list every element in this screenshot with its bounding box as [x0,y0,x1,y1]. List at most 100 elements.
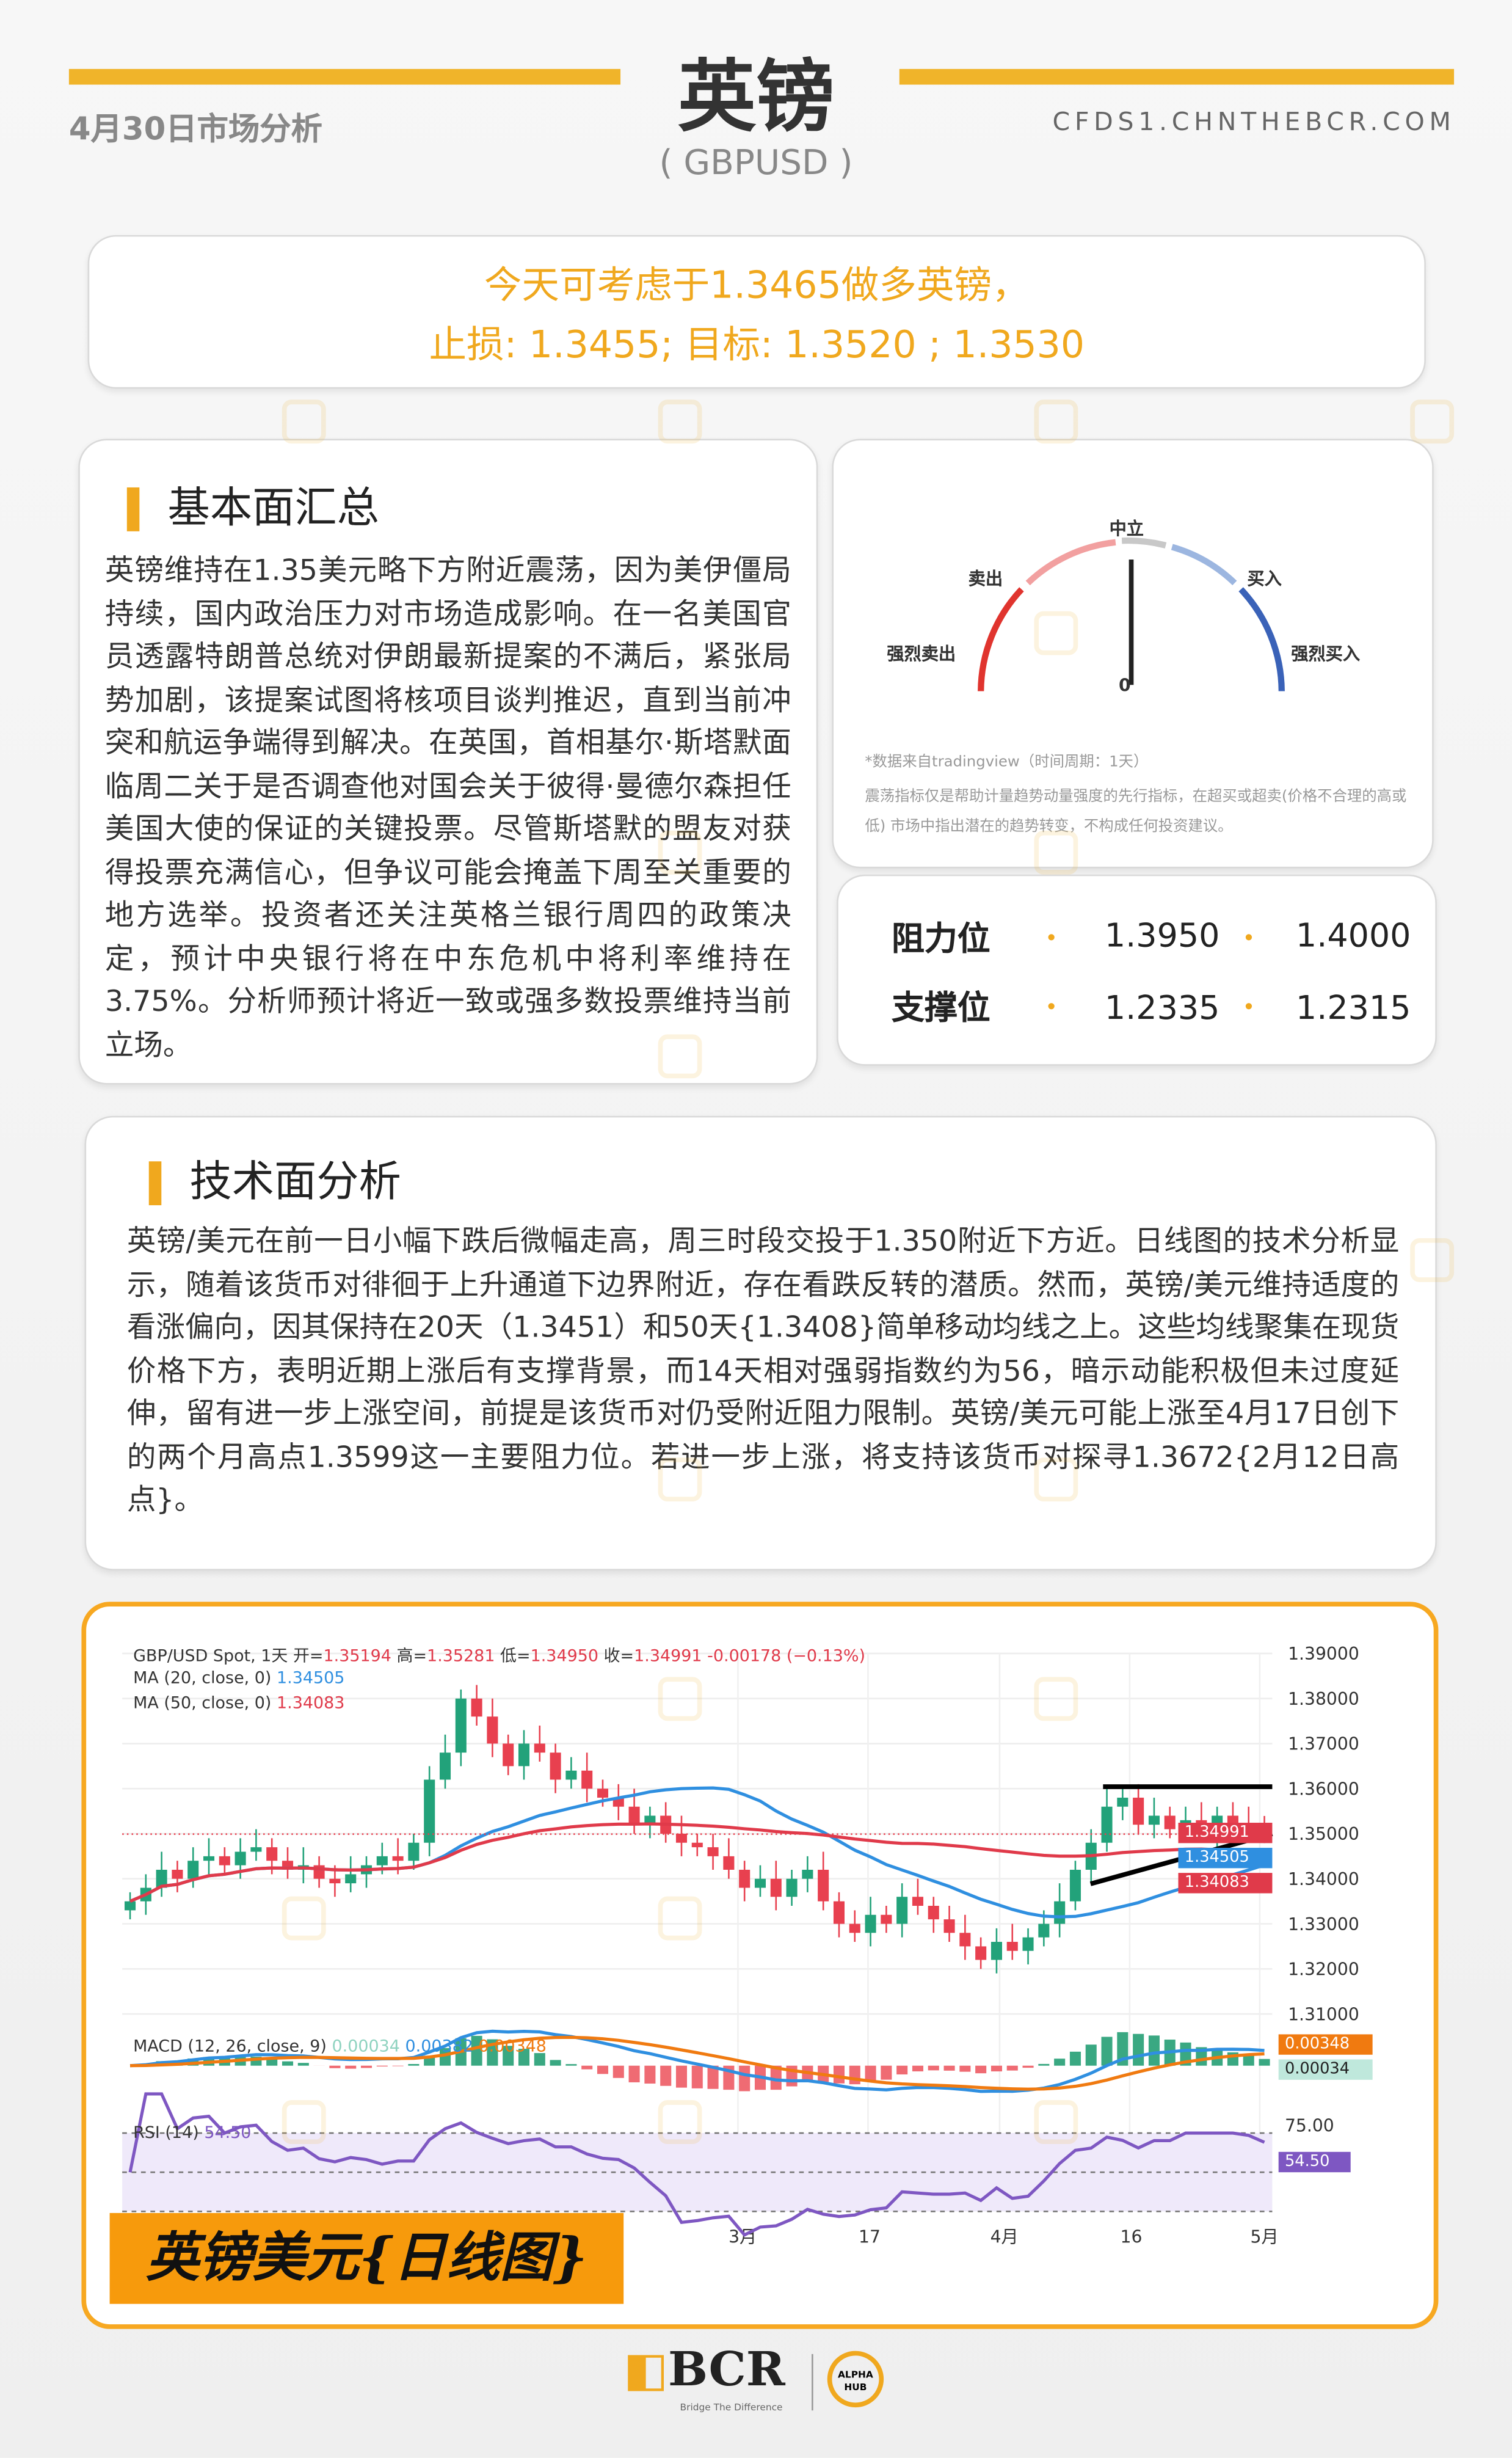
y-tick-label: 1.31000 [1288,2004,1359,2024]
rsi-line [128,2092,1265,2237]
macd-histogram-bar [896,2065,908,2075]
open-value: 1.35194 [323,1647,391,1666]
ma50-legend: MA (50, close, 0) 1.34083 [133,1694,344,1713]
candle-body [1069,1869,1081,1902]
open-label: 开= [293,1647,324,1666]
x-tick-label: 17 [859,2227,881,2247]
technical-card: 技术面分析 英镑/美元在前一日小幅下跌后微幅走高，周三时段交投于1.350附近下… [84,1115,1437,1570]
candle-body [250,1847,262,1852]
candle-body [439,1752,451,1780]
recommendation-line-1: 今天可考虑于1.3465做多英镑， [484,263,1030,307]
macd-histogram-bar [959,2065,971,2072]
candle-body [203,1856,215,1861]
levels-card: 阻力位 1.3950 1.4000 支撑位 1.2335 1.2315 [837,874,1437,1066]
macd-signal-value: 0.00348 [478,2037,547,2057]
candle-body [471,1698,482,1717]
candle-body [896,1897,908,1924]
macd-hist-value: 0.00034 [332,2037,400,2057]
macd-histogram-bar [943,2065,955,2071]
header-bar-right [899,68,1455,85]
fundamentals-title: 基本面汇总 [126,487,379,531]
bcr-logo-icon: ◧ [623,2343,668,2398]
macd-histogram-bar [691,2065,703,2088]
price-chart[interactable]: 1.39000 1.38000 1.37000 1.36000 1.35000 1.340… [88,1608,1426,2317]
watermark-emblem [282,399,326,444]
macd-histogram-bar [360,2065,373,2068]
macd-signal-tag: 0.00348 [1278,2034,1373,2055]
macd-histogram-bar [990,2065,1002,2072]
chart-legend-ohlc: GBP/USD Spot, 1天 开=1.35194 高=1.35281 低=1… [133,1644,865,1668]
candle-body [818,1869,829,1902]
candle-body [376,1856,388,1865]
report-date: 4月30日市场分析 [68,109,322,148]
last-price-tag: 1.34991 [1178,1823,1273,1844]
brand-name: BCR [667,2343,785,2398]
rsi-value: 54.50 [204,2123,252,2143]
support-2: 1.2315 [1295,989,1411,1027]
y-tick-label: 1.32000 [1288,1960,1359,1980]
ma50-value: 1.34083 [277,1694,345,1713]
candle-body [503,1743,514,1767]
ma20-value: 1.34505 [277,1669,345,1688]
candle-body [707,1847,719,1856]
macd-histogram-bar [1054,2059,1066,2066]
site-url[interactable]: CFDS1.CHNTHEBCR.COM [1052,106,1456,137]
gauge-label-strong-sell: 强烈卖出 [887,644,956,665]
candle-body [1101,1806,1113,1843]
chart-banner: 英镑美元{日线图} [109,2212,624,2304]
recommendation-card: 今天可考虑于1.3465做多英镑， 止损: 1.3455; 目标: 1.3520… [87,235,1426,389]
x-tick-label: 16 [1121,2227,1143,2247]
page-title: 英镑 [677,51,835,143]
gauge-source: *数据来自tradingview（时间周期：1天） [865,754,1149,771]
macd-histogram-bar [1148,2035,1160,2066]
ma50-line [129,1822,1265,1903]
macd-histogram-bar [675,2065,688,2088]
ma20-legend: MA (20, close, 0) 1.34505 [133,1669,344,1688]
macd-histogram-bar [581,2065,593,2070]
candle-body [597,1789,609,1798]
change-value: -0.00178 (−0.13%) [707,1647,866,1666]
macd-histogram-bar [865,2065,876,2082]
candle-body [1117,1797,1129,1807]
gauge-disclaimer: 震荡指标仅是帮助计量趋势动量强度的先行指标，在超买或超卖(价格不合理的高或低) … [865,788,1407,836]
candle-body [581,1770,593,1789]
macd-histogram-bar [739,2065,751,2091]
candle-body [1164,1815,1176,1829]
candle-body [424,1779,435,1843]
watermark-emblem [1410,399,1455,444]
candle-body [990,1942,1002,1960]
y-tick-label: 1.34000 [1288,1869,1359,1889]
technical-text: 英镑/美元在前一日小幅下跌后微幅走高，周三时段交投于1.350附近下方近。日线图… [126,1225,1400,1517]
candle-body [770,1878,782,1897]
macd-histogram-bar [849,2065,860,2085]
y-tick-label: 1.39000 [1288,1644,1359,1664]
macd-histogram-bar [1180,2042,1191,2066]
candle-body [266,1847,278,1861]
macd-histogram-bar [1069,2051,1081,2066]
candle-body [975,1946,987,1960]
candle-body [739,1869,751,1888]
macd-histogram-bar [881,2065,892,2080]
symbol-label: GBP/USD Spot, 1天 [133,1647,288,1666]
watermark-emblem [658,399,702,444]
low-label: 低= [500,1647,531,1666]
macd-histogram-bar [628,2065,640,2082]
macd-label: MACD (12, 26, close, 9) [133,2037,327,2057]
candle-body [518,1743,530,1767]
macd-histogram-bar [1006,2065,1018,2071]
candle-body [234,1851,246,1865]
recommendation-line-2: 止损: 1.3455; 目标: 1.3520 ; 1.3530 [429,323,1085,367]
candle-body [802,1869,813,1879]
candle-body [125,1901,136,1911]
ma20-label: MA (20, close, 0) [133,1669,272,1688]
gauge-dial [978,537,1285,691]
candle-body [786,1878,798,1897]
candle-body [849,1924,860,1933]
candle-body [1227,1815,1238,1825]
macd-histogram-bar [534,2053,545,2066]
bcr-logo: ◧BCR [623,2344,785,2398]
y-tick-label: 1.36000 [1288,1779,1359,1799]
candle-body [487,1716,498,1744]
macd-histogram-bar [439,2048,451,2066]
